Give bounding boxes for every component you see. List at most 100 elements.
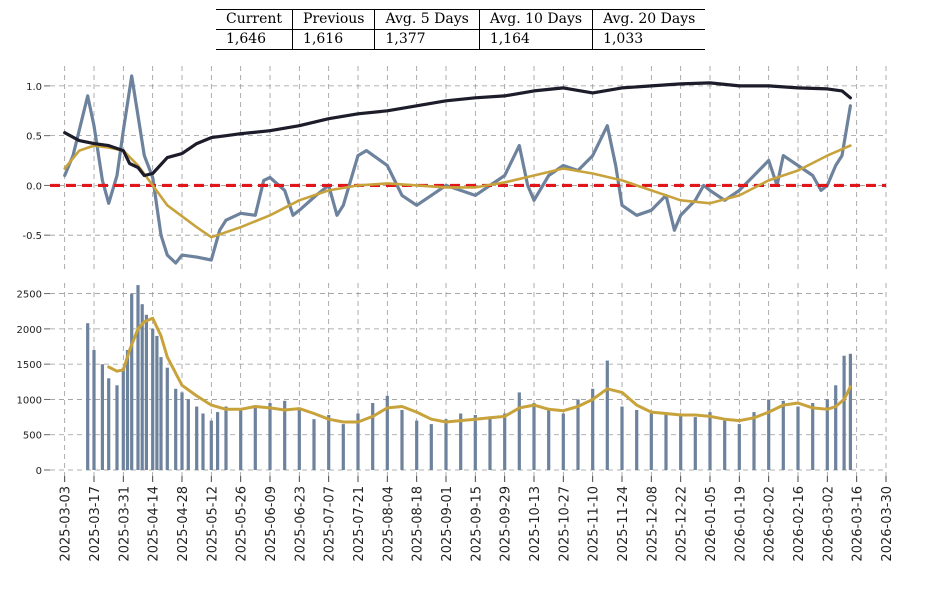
x-tick-label: 2025-04-14 [147,486,162,562]
volume-bar [517,392,521,470]
volume-bar [140,304,144,470]
x-tick-label: 2025-11-10 [587,486,602,562]
volume-bar [796,406,800,470]
header-previous: Previous [292,9,376,30]
x-tick-label: 2025-06-23 [293,486,308,562]
volume-bar [723,420,727,470]
volume-bar [341,424,345,470]
top-panel: -0.5 0.0 0.5 1.0 [22,66,887,270]
x-tick-label: 2025-12-22 [675,486,690,562]
volume-bar [253,405,257,470]
volume-bar [186,399,190,470]
x-axis: 2025-03-03 2025-03-17 2025-03-31 2025-04-14… [59,476,895,562]
volume-bar [848,353,852,470]
volume-bar [708,412,712,470]
volume-bar [92,350,96,470]
volume-bar [136,285,140,470]
volume-bar [201,413,205,470]
summary-header-row: Current Previous Avg. 5 Days Avg. 10 Day… [216,9,706,30]
x-tick-label: 2025-10-27 [557,486,572,562]
volume-bar [400,410,404,470]
volume-bar [165,367,169,470]
volume-bar [125,350,130,470]
x-tick-label: 2026-03-30 [880,486,895,562]
value-avg-5: 1,377 [374,29,480,50]
volume-bar [180,392,184,470]
volume-bar [503,413,507,470]
volume-bar [605,360,609,470]
value-previous: 1,616 [292,29,376,50]
volume-bar [174,388,178,470]
x-tick-label: 2025-03-31 [117,486,132,562]
volume-bar [268,403,272,470]
volume-bar [121,367,125,470]
x-tick-label: 2025-12-08 [645,486,660,562]
header-avg-10: Avg. 10 Days [479,9,594,30]
volume-bar [767,399,771,470]
volume-bar [371,403,375,470]
x-tick-label: 2026-01-19 [733,486,748,562]
top-ytick-label: 1.0 [26,82,42,93]
volume-bar [834,385,838,470]
x-tick-label: 2026-02-16 [792,486,807,562]
volume-bar [283,400,287,470]
bottom-ytick-label: 2500 [17,290,42,301]
volume-bar [216,412,220,470]
volume-bar [155,335,159,470]
x-tick-label: 2025-05-26 [235,486,250,562]
volume-bar [547,410,551,470]
volume-bar [679,415,683,470]
volume-bar [737,424,741,470]
x-tick-label: 2026-02-02 [763,486,778,562]
header-avg-5: Avg. 5 Days [374,9,480,30]
bottom-ytick-label: 500 [23,431,42,442]
volume-bar [444,419,448,470]
x-tick-label: 2025-03-03 [59,486,74,562]
bottom-ytick-label: 1000 [17,395,42,406]
volume-bar [429,424,433,470]
volume-bar [591,388,595,470]
volume-bar [297,410,301,470]
x-tick-label: 2026-03-02 [821,486,836,562]
black-series-line [63,81,852,178]
x-tick-label: 2026-03-16 [851,486,866,562]
x-tick-label: 2025-08-18 [411,486,426,562]
volume-bar [811,403,815,470]
x-tick-label: 2025-07-07 [323,486,338,562]
x-tick-label: 2025-09-15 [469,486,484,562]
volume-bar [532,403,536,470]
value-avg-20: 1,033 [603,31,644,47]
volume-bar [752,412,756,470]
value-current: 1,646 [216,29,294,50]
volume-bar [107,378,111,470]
volume-bar [664,412,668,470]
volume-bar [151,328,155,470]
volume-bar [649,413,653,470]
volume-bar [576,399,580,470]
x-tick-label: 2025-10-13 [528,486,543,562]
volume-bar [488,416,492,470]
x-tick-label: 2026-01-05 [704,486,719,562]
volume-bar [312,419,316,470]
volume-bar [224,406,228,470]
gold-series-line [63,144,852,239]
volume-bar [209,420,213,470]
value-avg-10: 1,164 [479,29,594,50]
header-avg-20: Avg. 20 Days [603,11,696,27]
bottom-ytick-label: 0 [36,466,42,477]
x-tick-label: 2025-05-12 [205,486,220,562]
volume-bar [239,408,243,470]
x-tick-label: 2025-09-29 [499,486,514,562]
summary-value-row: 1,646 1,616 1,377 1,164 1,033 [216,29,706,50]
volume-bar [781,400,785,470]
volume-bar [130,293,134,470]
x-tick-label: 2025-06-09 [264,486,279,562]
volume-bar [195,406,199,470]
volume-bar [415,420,419,470]
x-tick-label: 2025-07-21 [352,486,367,562]
volume-bar [473,415,477,470]
volume-bar [327,415,331,470]
volume-bar [86,323,90,470]
volume-bar [385,395,389,470]
